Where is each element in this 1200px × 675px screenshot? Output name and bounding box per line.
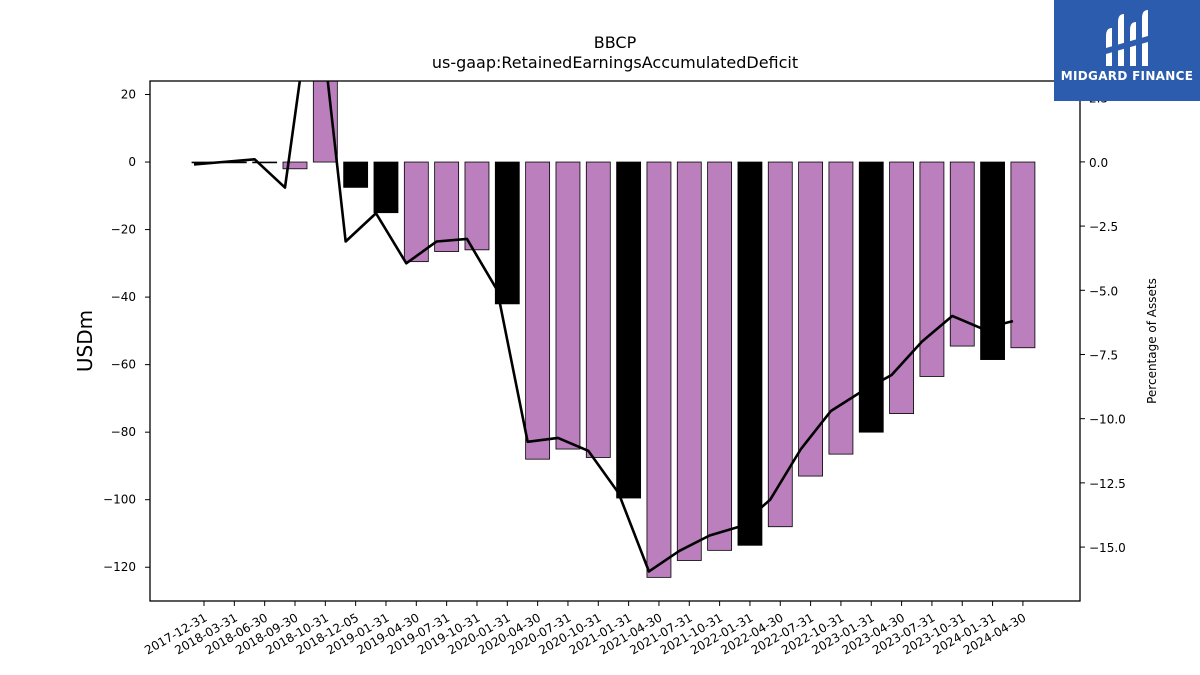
y-tick-label: −60 [111,358,136,372]
y-tick-label: −100 [103,493,136,507]
bar [919,161,945,377]
bar [282,161,308,170]
y2-tick-label: −10.0 [1089,413,1126,427]
y2-tick-label: −5.0 [1089,284,1118,298]
bar [707,161,733,551]
y2-tick-label: −2.5 [1089,220,1118,234]
bar [646,161,672,578]
chart-title: BBCP [594,33,637,52]
bar [889,161,914,414]
line-layer [193,81,1014,573]
y2-tick-label: −15.0 [1089,541,1126,555]
y2-tick-label: −7.5 [1089,348,1118,362]
y-tick-label: −20 [111,223,136,237]
y2-tick-label: 0.0 [1089,156,1108,170]
bar [494,161,520,305]
y-tick-label: −40 [111,290,136,304]
midgard-logo-icon [1106,10,1148,66]
y2-axis-label: Percentage of Assets [1145,278,1159,404]
y-tick-label: 0 [128,155,136,169]
bar [343,161,369,188]
y-tick-label: −80 [111,425,136,439]
bar [980,161,1005,360]
bar [676,161,702,561]
bar [616,161,642,499]
bar [403,161,429,263]
bar [585,161,611,458]
bar [798,161,823,477]
bars-layer [191,81,1036,578]
bar [555,161,581,450]
series-line [193,81,1014,573]
bar [434,161,460,252]
plot-frame [149,80,1081,602]
brand-logo-text: MIDGARD FINANCE [1060,69,1194,83]
bar [252,161,278,164]
brand-logo: MIDGARD FINANCE [1054,0,1200,101]
bar [949,161,975,347]
chart-subtitle: us-gaap:RetainedEarningsAccumulatedDefic… [432,53,798,72]
bar [767,161,793,528]
bar [464,161,490,251]
y-axis-label: USDm [73,310,97,372]
bar [737,161,763,546]
y-tick-label: 20 [121,88,136,102]
bar [1010,161,1036,349]
bar [373,161,399,214]
y2-tick-label: −12.5 [1089,477,1126,491]
bar [525,161,551,460]
y-tick-label: −120 [103,560,136,574]
